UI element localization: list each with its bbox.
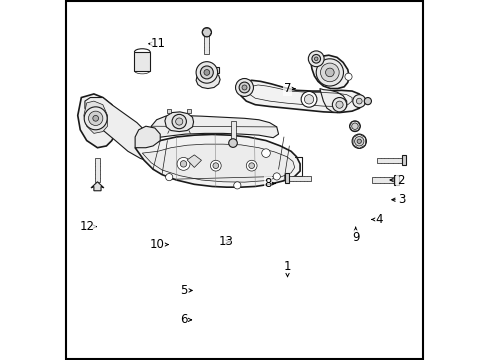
- Circle shape: [273, 173, 280, 180]
- Polygon shape: [371, 177, 393, 183]
- Circle shape: [139, 58, 145, 64]
- Text: 1: 1: [283, 260, 291, 276]
- Circle shape: [304, 95, 313, 104]
- Circle shape: [233, 182, 241, 189]
- Circle shape: [202, 28, 211, 37]
- Text: 7: 7: [283, 82, 294, 95]
- Text: 11: 11: [148, 37, 165, 50]
- Circle shape: [228, 139, 237, 147]
- Polygon shape: [363, 99, 366, 103]
- Polygon shape: [164, 112, 193, 132]
- Polygon shape: [376, 158, 401, 163]
- Polygon shape: [83, 101, 107, 134]
- Polygon shape: [135, 134, 300, 187]
- Polygon shape: [78, 94, 117, 148]
- Circle shape: [364, 98, 371, 105]
- Polygon shape: [319, 89, 346, 113]
- Circle shape: [196, 62, 217, 83]
- Circle shape: [314, 57, 317, 60]
- Circle shape: [235, 78, 253, 96]
- Polygon shape: [393, 175, 398, 185]
- Circle shape: [248, 163, 254, 168]
- Polygon shape: [187, 155, 201, 167]
- Circle shape: [175, 118, 183, 125]
- Polygon shape: [149, 116, 278, 138]
- Polygon shape: [134, 52, 150, 71]
- Text: 3: 3: [391, 193, 405, 206]
- Circle shape: [180, 161, 186, 167]
- Polygon shape: [401, 155, 405, 165]
- Circle shape: [246, 160, 257, 171]
- Circle shape: [172, 114, 186, 129]
- Circle shape: [349, 121, 360, 132]
- Polygon shape: [289, 176, 310, 181]
- Circle shape: [177, 157, 190, 170]
- Circle shape: [93, 116, 99, 121]
- Circle shape: [352, 95, 365, 108]
- Circle shape: [301, 91, 316, 107]
- Circle shape: [84, 107, 107, 130]
- Circle shape: [351, 134, 366, 148]
- Polygon shape: [196, 71, 220, 89]
- Circle shape: [316, 59, 343, 86]
- Text: 10: 10: [149, 238, 168, 251]
- Circle shape: [203, 69, 209, 75]
- Polygon shape: [91, 182, 104, 191]
- Polygon shape: [230, 121, 235, 143]
- Circle shape: [261, 149, 270, 157]
- Circle shape: [320, 63, 339, 82]
- Circle shape: [242, 85, 246, 90]
- Text: 13: 13: [219, 235, 234, 248]
- Polygon shape: [142, 144, 294, 182]
- Circle shape: [311, 54, 320, 63]
- Text: 4: 4: [371, 213, 382, 226]
- Polygon shape: [204, 33, 209, 54]
- Polygon shape: [310, 55, 348, 89]
- Circle shape: [332, 98, 346, 112]
- Polygon shape: [187, 109, 191, 113]
- Circle shape: [210, 160, 221, 171]
- Polygon shape: [285, 173, 289, 183]
- Circle shape: [354, 136, 363, 146]
- Circle shape: [335, 101, 343, 108]
- Polygon shape: [197, 67, 219, 73]
- Circle shape: [200, 66, 213, 79]
- Circle shape: [356, 98, 362, 104]
- Circle shape: [212, 163, 218, 168]
- Text: 2: 2: [389, 174, 404, 186]
- Polygon shape: [85, 98, 162, 162]
- Text: 9: 9: [351, 227, 359, 244]
- Polygon shape: [167, 109, 171, 113]
- Text: 8: 8: [264, 177, 274, 190]
- Polygon shape: [95, 158, 100, 182]
- Text: 6: 6: [180, 313, 191, 327]
- Text: 5: 5: [180, 284, 192, 297]
- Circle shape: [88, 111, 102, 126]
- Circle shape: [351, 123, 357, 130]
- Polygon shape: [240, 80, 363, 113]
- Text: 12: 12: [80, 220, 96, 233]
- Circle shape: [165, 174, 172, 181]
- Circle shape: [344, 73, 351, 80]
- Circle shape: [356, 139, 361, 143]
- Circle shape: [325, 68, 333, 77]
- Circle shape: [239, 82, 249, 93]
- Polygon shape: [135, 126, 160, 148]
- Circle shape: [308, 51, 324, 67]
